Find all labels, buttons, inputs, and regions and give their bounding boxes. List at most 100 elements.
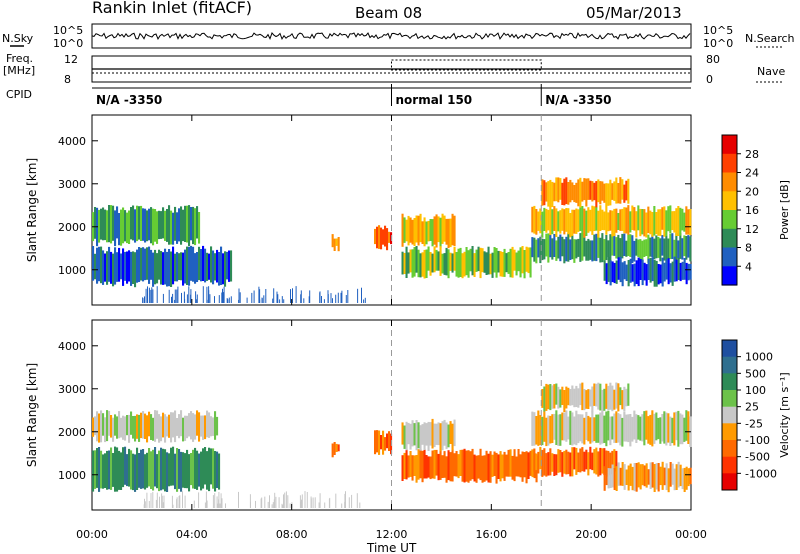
data-strip [647,234,650,263]
data-strip [525,246,528,272]
data-strip [453,419,456,447]
colorbar-tick-label: -100 [745,434,770,447]
data-strip [561,386,564,405]
data-strip [687,468,690,487]
data-strip [128,210,131,244]
data-strip [433,246,436,273]
data-strip [621,233,624,259]
data-strip [635,211,638,238]
data-strip [425,455,428,479]
cpid-label: CPID [6,88,32,101]
data-strip [523,452,526,478]
data-strip [102,413,105,436]
data-strip [471,246,474,276]
data-strip [641,464,644,486]
data-strip [547,209,550,231]
data-strip [553,182,556,202]
data-strip [541,238,544,261]
noise-strip [314,497,316,508]
data-strip [335,443,338,452]
data-strip [152,208,155,246]
data-strip [551,385,554,409]
data-strip [607,256,610,282]
data-strip [557,449,560,473]
data-strip [661,461,664,490]
colorbar-label: Power [dB] [778,180,791,240]
data-strip [178,208,181,242]
data-strip [541,416,544,446]
data-strip [176,212,179,244]
data-strip [413,423,416,446]
data-strip [136,205,139,242]
data-strip [451,213,454,246]
data-strip [613,262,616,284]
y-axis-label: Slant Range [km] [25,158,39,262]
noise-strip [283,494,284,508]
data-strip [643,239,646,257]
noise-strip [151,287,153,303]
data-strip [549,384,552,411]
data-strip [124,446,127,485]
data-strip [563,390,566,413]
data-strip [218,252,221,286]
data-strip [623,386,626,412]
data-strip [531,206,534,233]
data-strip [374,228,377,245]
data-strip [228,250,231,282]
data-strip [643,411,646,446]
data-strip [431,418,434,449]
colorbar-segment [722,135,737,155]
data-strip [685,410,688,441]
data-strip [132,251,135,284]
data-strip [583,234,586,257]
data-region [531,446,618,477]
data-strip [621,417,624,447]
data-strip [146,452,149,488]
data-strip [174,453,177,490]
power-panel: 1000 2000 3000 4000 Slant Range [km] 28 24 20 16… [25,114,791,306]
data-strip [619,209,622,231]
data-strip [148,246,151,284]
data-strip [651,410,654,447]
data-strip [160,416,163,442]
data-region [531,233,692,264]
data-strip [419,213,422,243]
data-strip [455,451,458,477]
data-strip [511,455,514,480]
data-strip [635,238,638,256]
data-strip [615,450,618,472]
data-strip [441,455,444,478]
colorbar-segment [722,423,737,441]
data-strip [445,218,448,245]
data-strip [617,413,620,443]
noise-strip [303,298,305,303]
data-strip [535,209,538,235]
data-strip [386,228,389,251]
noise-strip [216,496,218,508]
data-strip [659,264,662,284]
data-strip [573,447,576,470]
data-strip [645,463,648,488]
data-strip [543,448,546,476]
data-strip [577,452,580,473]
data-strip [192,413,195,442]
data-strip [589,389,592,407]
data-strip [553,234,556,257]
data-strip [142,208,145,241]
nsky-trace [91,32,691,41]
data-strip [621,390,624,410]
data-region [92,245,233,288]
noise-strip [217,503,219,508]
data-strip [605,411,608,447]
data-strip [677,257,680,280]
data-strip [409,451,412,477]
noise-strip [214,296,215,303]
data-strip [665,235,668,264]
data-strip [380,435,383,450]
data-strip [413,218,416,246]
data-strip [164,449,167,492]
data-strip [659,466,662,486]
data-strip [182,417,185,442]
data-strip [509,248,512,278]
data-strip [527,247,530,274]
